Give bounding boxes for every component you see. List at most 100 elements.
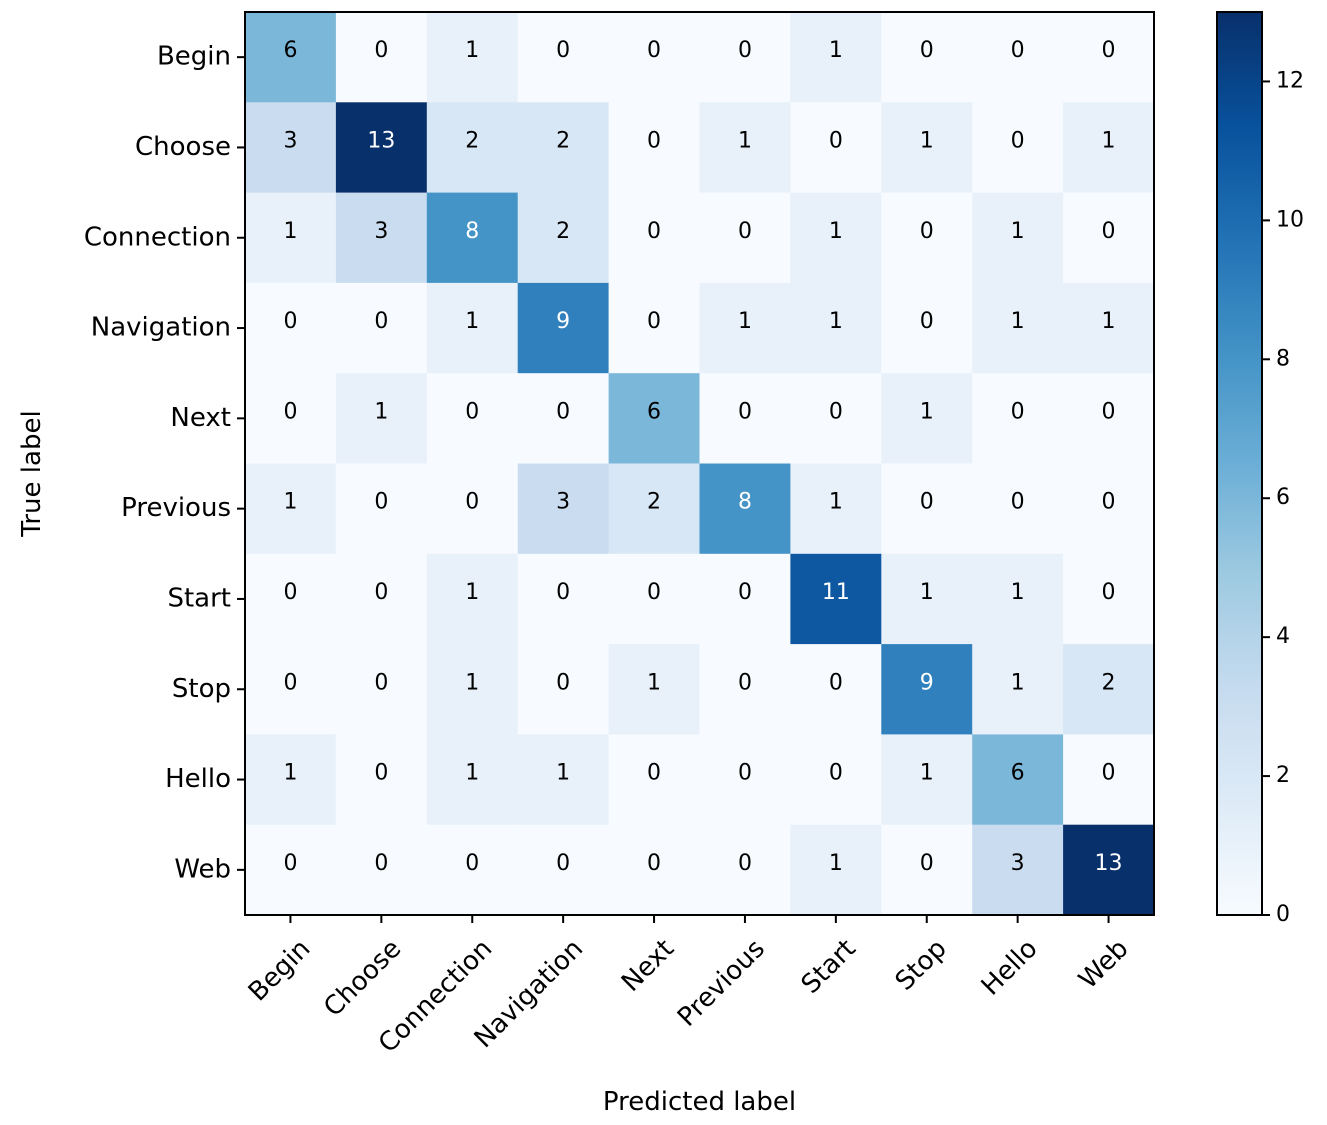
cell-value-label: 0 [283,670,297,695]
cell-value-label: 0 [465,399,479,424]
cell-value-label: 1 [920,761,934,786]
heatmap-cell [517,824,610,916]
heatmap-cell [881,824,973,916]
heatmap-cell [881,644,973,735]
heatmap-cell [972,553,1064,645]
cell-value-label: 0 [374,38,388,63]
heatmap-cell [245,192,337,284]
heatmap-cell [335,192,428,284]
heatmap-cell [608,553,701,645]
heatmap-cell [972,282,1064,374]
y-tick-label: Connection [84,222,231,252]
cell-value-label: 3 [374,219,388,244]
cell-value-label: 13 [1095,851,1123,876]
cell-value-label: 0 [1011,399,1025,424]
cell-value-label: 8 [465,219,479,244]
cell-value-label: 1 [1011,309,1025,334]
heatmap-cell [245,734,337,826]
heatmap-cell [699,644,791,735]
cell-value-label: 1 [829,219,843,244]
cell-value-label: 0 [738,851,752,876]
heatmap-cell [1063,282,1155,374]
heatmap-cell [790,734,882,826]
heatmap-cell [790,12,882,103]
heatmap-cell [881,463,973,555]
cell-value-label: 1 [283,761,297,786]
heatmap-cell [245,373,337,465]
colorbar-tick-label: 4 [1276,624,1290,649]
x-tick-label: Choose [318,934,407,1023]
cell-value-label: 1 [465,38,479,63]
x-tick-label: Begin [243,934,317,1008]
heatmap-cell [245,282,337,374]
cell-value-label: 0 [829,670,843,695]
heatmap-cell [335,373,428,465]
cell-value-label: 0 [647,580,661,605]
heatmap-cell [608,192,701,284]
heatmap-cells [245,12,1155,916]
cell-value-label: 0 [374,309,388,334]
heatmap-cell [517,12,610,103]
heatmap-cell [1063,644,1155,735]
cell-value-label: 0 [647,761,661,786]
cell-value-label: 1 [1102,309,1116,334]
cell-value-label: 1 [920,580,934,605]
cell-value-label: 0 [738,219,752,244]
cell-value-label: 6 [647,399,661,424]
heatmap-cell [608,644,701,735]
cell-value-label: 1 [829,490,843,515]
cell-value-label: 0 [374,580,388,605]
heatmap-cell [972,192,1064,284]
plot-frame [244,11,1155,916]
cell-value-label: 1 [829,309,843,334]
cell-value-label: 0 [1011,38,1025,63]
cell-value-label: 1 [1011,670,1025,695]
heatmap-cell [1063,12,1155,103]
y-axis-label: True label [17,410,47,537]
heatmap-cell [790,644,882,735]
heatmap-cell [517,282,610,374]
cell-value-label: 6 [283,38,297,63]
heatmap-cell [608,102,701,194]
cell-value-label: 0 [1102,761,1116,786]
colorbar-gradient [1216,11,1263,916]
heatmap-cell [972,644,1064,735]
heatmap-cell [1063,553,1155,645]
y-tick-label: Begin [157,42,231,72]
cell-value-label: 0 [1102,219,1116,244]
y-tick-label: Previous [121,493,231,523]
cell-value-label: 0 [738,761,752,786]
x-tick-label: Start [796,934,862,1000]
cell-value-label: 11 [822,580,850,605]
heatmap-cell [881,282,973,374]
cell-value-label: 0 [738,580,752,605]
cell-value-label: 0 [374,670,388,695]
cell-value-label: 6 [1011,761,1025,786]
heatmap-cell [335,824,428,916]
heatmap-cell [790,463,882,555]
cell-value-label: 1 [829,38,843,63]
cell-value-label: 0 [374,851,388,876]
cell-value-labels: 6 0 1 0 0 0 1 0 0 03 13 2 2 0 1 0 1 0 11 3 8 2 0 0 1 0 1 00 0 1 9 0 1 1 0 1… [283,38,1122,876]
colorbar-tick-label: 0 [1276,902,1290,927]
heatmap-cell [608,824,701,916]
cell-value-label: 1 [556,761,570,786]
heatmap-cell [335,734,428,826]
heatmap-cell [790,192,882,284]
colorbar-tick-label: 8 [1276,346,1290,371]
heatmap-cell [426,734,519,826]
cell-value-label: 1 [738,309,752,334]
cell-value-label: 1 [647,670,661,695]
heatmap-cell [1063,373,1155,465]
x-tick-label: Previous [672,934,771,1033]
colorbar-tick-label: 6 [1276,485,1290,510]
cell-value-label: 1 [283,490,297,515]
cell-value-label: 3 [1011,851,1025,876]
y-tick-label: Next [170,403,231,433]
heatmap-cell [426,102,519,194]
heatmap-cell [790,824,882,916]
heatmap-cell [881,373,973,465]
cell-value-label: 9 [556,309,570,334]
